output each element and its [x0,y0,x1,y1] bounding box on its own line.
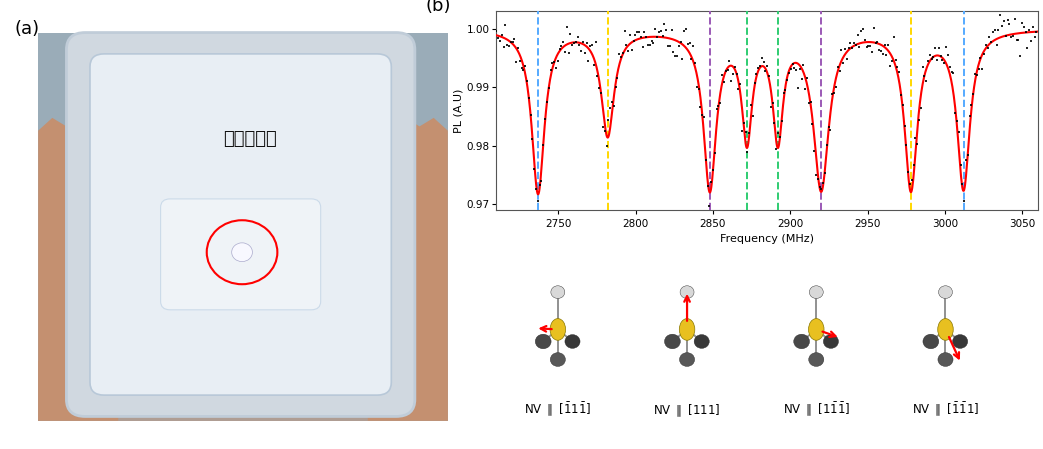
Text: NV $\parallel$ $[1\bar{1}\bar{1}]$: NV $\parallel$ $[1\bar{1}\bar{1}]$ [782,401,850,419]
Ellipse shape [952,335,968,348]
Ellipse shape [823,335,839,348]
Ellipse shape [551,352,565,366]
Ellipse shape [679,352,695,366]
Ellipse shape [664,334,680,349]
Ellipse shape [923,334,939,349]
Ellipse shape [794,334,809,349]
Ellipse shape [695,335,709,348]
Ellipse shape [551,286,565,299]
Text: (b): (b) [426,0,452,15]
Y-axis label: PL (A.U): PL (A.U) [454,88,463,133]
Ellipse shape [938,352,953,366]
Ellipse shape [679,319,695,340]
FancyBboxPatch shape [90,54,391,395]
Text: NV $\parallel$ $[\bar{1}\bar{1}1]$: NV $\parallel$ $[\bar{1}\bar{1}1]$ [912,401,979,419]
X-axis label: Frequency (MHz): Frequency (MHz) [720,234,814,244]
Ellipse shape [808,352,824,366]
Ellipse shape [550,319,565,340]
Text: NV $\parallel$ $[\bar{1}1\bar{1}]$: NV $\parallel$ $[\bar{1}1\bar{1}]$ [525,401,591,419]
Polygon shape [368,118,447,421]
FancyBboxPatch shape [67,33,415,417]
Ellipse shape [808,319,824,340]
Circle shape [232,243,252,262]
Ellipse shape [939,286,952,299]
Polygon shape [39,361,447,421]
FancyBboxPatch shape [161,199,320,310]
Text: (a): (a) [15,20,40,38]
Ellipse shape [809,286,823,299]
Text: NV $\parallel$ $[111]$: NV $\parallel$ $[111]$ [653,402,721,419]
Ellipse shape [680,286,694,299]
Ellipse shape [535,334,551,349]
Ellipse shape [938,319,953,340]
Polygon shape [39,118,118,421]
Ellipse shape [565,335,580,348]
Text: 다이아돈드: 다이아돈드 [223,130,277,148]
Bar [39,33,447,421]
